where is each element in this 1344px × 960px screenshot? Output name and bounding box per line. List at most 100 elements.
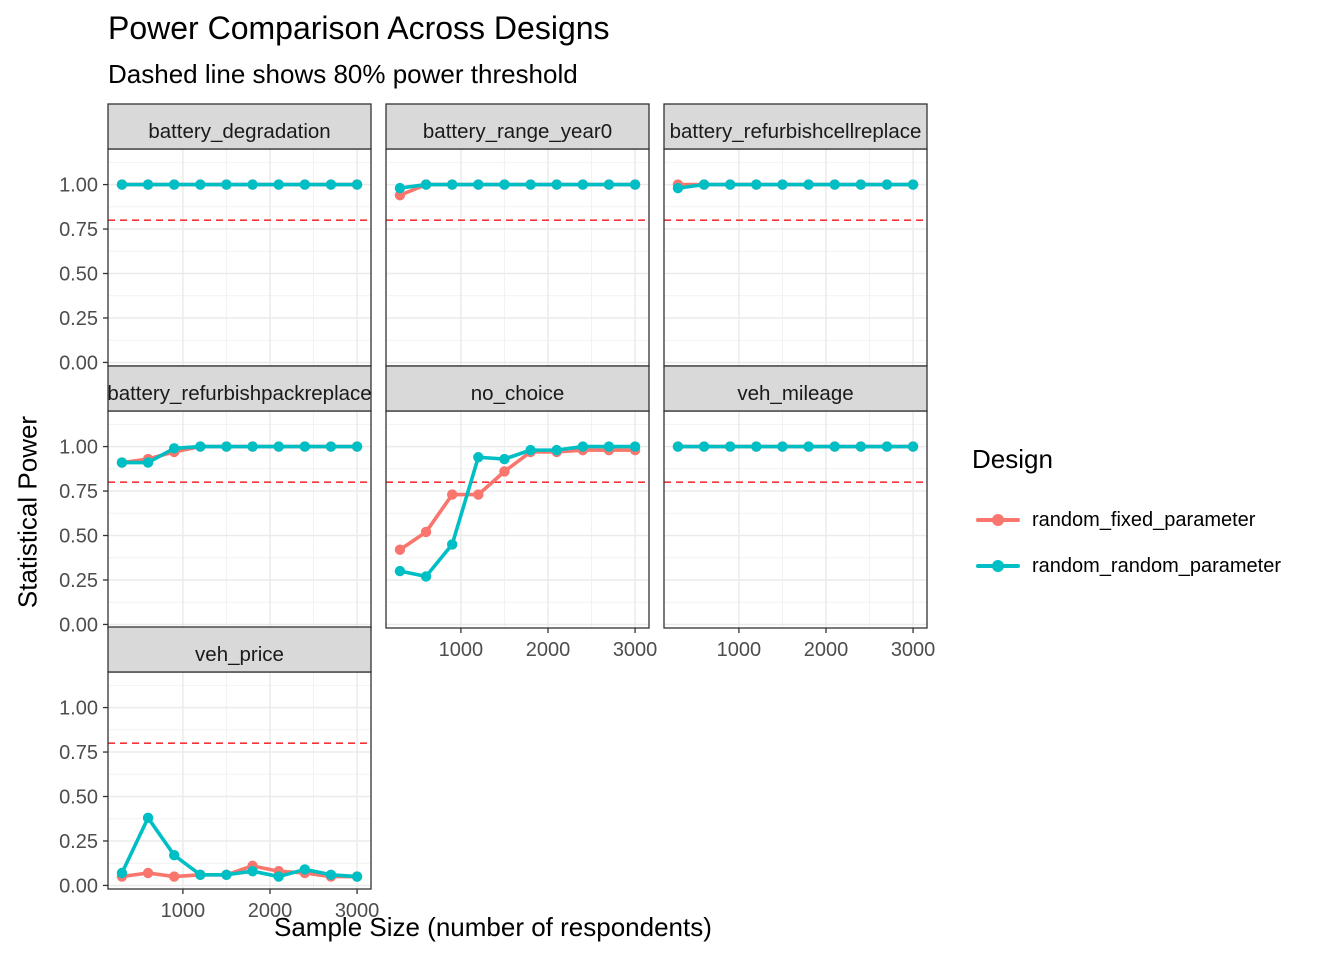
y-tick-label: 0.25 [59, 570, 98, 592]
y-tick-label: 0.00 [59, 875, 98, 897]
data-point-random_random_parameter [672, 441, 684, 452]
data-point-random_random_parameter [247, 179, 258, 190]
x-tick-label: 1000 [439, 639, 484, 661]
data-point-random_random_parameter [672, 182, 684, 194]
data-point-random_random_parameter [195, 869, 206, 880]
data-point-random_random_parameter [499, 179, 510, 190]
data-point-random_fixed_parameter [473, 489, 484, 500]
facet-strip-label: battery_range_year0 [423, 120, 612, 143]
data-point-random_random_parameter [577, 441, 589, 452]
facet-strip [107, 626, 372, 673]
x-tick-label: 2000 [804, 639, 849, 661]
data-point-random_random_parameter [551, 444, 562, 456]
facet-strip [107, 103, 372, 150]
data-point-random_random_parameter [525, 179, 536, 190]
data-point-random_random_parameter [273, 179, 284, 190]
data-point-random_random_parameter [142, 179, 154, 190]
data-point-random_fixed_parameter [420, 526, 432, 538]
data-point-random_fixed_parameter [394, 190, 406, 201]
data-point-random_fixed_parameter [168, 871, 180, 882]
data-point-random_random_parameter [907, 179, 919, 190]
series-line-random_fixed_parameter [398, 448, 637, 552]
y-tick-label: 0.75 [59, 481, 98, 503]
legend-label-random: random_random_parameter [1032, 554, 1282, 577]
series-line-random_random_parameter [120, 444, 359, 465]
data-point-random_random_parameter [351, 871, 363, 882]
x-tick-label: 3000 [891, 639, 936, 661]
y-axis-label: Statistical Power [12, 415, 43, 609]
chart-title: Power Comparison Across Designs [108, 10, 610, 46]
y-tick-label: 0.75 [59, 742, 98, 764]
data-point-random_random_parameter [473, 179, 484, 190]
x-tick-label: 1000 [161, 900, 206, 922]
data-point-random_random_parameter [724, 179, 736, 190]
data-point-random_random_parameter [299, 441, 311, 452]
x-tick-label: 3000 [335, 900, 380, 922]
facet-panel-veh_mileage: veh_mileage 1000 2000 3000 [663, 365, 936, 661]
data-point-random_random_parameter [698, 441, 710, 452]
data-point-random_random_parameter [881, 179, 893, 190]
data-point-random_random_parameter [116, 457, 128, 468]
y-tick-label: 1.00 [59, 437, 98, 459]
x-tick-label: 3000 [613, 639, 658, 661]
x-tick-label: 1000 [717, 639, 762, 661]
data-point-random_random_parameter [829, 179, 840, 190]
data-point-random_random_parameter [221, 179, 232, 190]
data-point-random_random_parameter [299, 179, 311, 190]
data-point-random_random_parameter [221, 441, 232, 452]
y-tick-label: 0.25 [59, 308, 98, 330]
data-point-random_random_parameter [299, 864, 311, 875]
y-tick-label: 0.50 [59, 526, 98, 548]
facet-strip [663, 365, 928, 412]
y-tick-label: 0.50 [59, 787, 98, 809]
data-point-random_random_parameter [803, 441, 814, 452]
facet-panel-battery_range_year0: battery_range_year0 [385, 103, 650, 371]
data-point-random_random_parameter [273, 871, 284, 882]
data-point-random_random_parameter [273, 441, 284, 452]
facet-strip [663, 103, 928, 150]
series-line-random_fixed_parameter [120, 864, 359, 879]
y-tick-label: 1.00 [59, 175, 98, 197]
data-point-random_random_parameter [603, 441, 615, 452]
data-point-random_random_parameter [195, 179, 206, 190]
data-point-random_fixed_parameter [446, 489, 458, 500]
facet-strip [385, 103, 650, 150]
data-point-random_random_parameter [168, 179, 180, 190]
data-point-random_random_parameter [499, 453, 510, 465]
data-point-random_random_parameter [116, 867, 128, 879]
facet-strip-label: battery_degradation [148, 120, 330, 143]
data-point-random_fixed_parameter [142, 867, 154, 879]
data-point-random_random_parameter [116, 179, 128, 190]
data-point-random_random_parameter [394, 182, 406, 194]
x-axis-label: Sample Size (number of respondents) [274, 912, 712, 942]
panel-border [107, 671, 372, 890]
data-point-random_random_parameter [855, 441, 867, 452]
data-point-random_random_parameter [247, 441, 258, 452]
facet-panel-veh_price: veh_price 0.00 0.25 0.50 0.75 1.00 1000 2000 300… [59, 626, 380, 922]
data-point-random_random_parameter [351, 179, 363, 190]
series-line-random_random_parameter [398, 444, 637, 579]
data-point-random_random_parameter [195, 441, 206, 452]
data-point-random_random_parameter [751, 441, 762, 452]
y-tick-label: 0.25 [59, 831, 98, 853]
data-point-random_random_parameter [724, 441, 736, 452]
data-point-random_random_parameter [325, 441, 337, 452]
data-point-random_random_parameter [751, 179, 762, 190]
data-point-random_random_parameter [525, 444, 536, 456]
data-point-random_random_parameter [142, 812, 154, 824]
facet-panel-battery_refurbishpackreplace: battery_refurbishpackreplace 0.00 0.25 0.50… [59, 365, 372, 636]
x-tick-label: 2000 [526, 639, 571, 661]
facet-strip-label: battery_refurbishpackreplace [107, 382, 371, 405]
data-point-random_random_parameter [247, 866, 258, 877]
data-point-random_random_parameter [420, 179, 432, 190]
data-point-random_random_parameter [325, 179, 337, 190]
facet-strip-label: battery_refurbishcellreplace [670, 120, 922, 143]
facet-strip-label: veh_mileage [737, 382, 853, 405]
data-point-random_random_parameter [446, 179, 458, 190]
series-line-random_random_parameter [120, 816, 359, 879]
data-point-random_random_parameter [777, 441, 788, 452]
data-point-random_random_parameter [168, 443, 180, 454]
series-line-random_random_parameter [676, 182, 915, 190]
